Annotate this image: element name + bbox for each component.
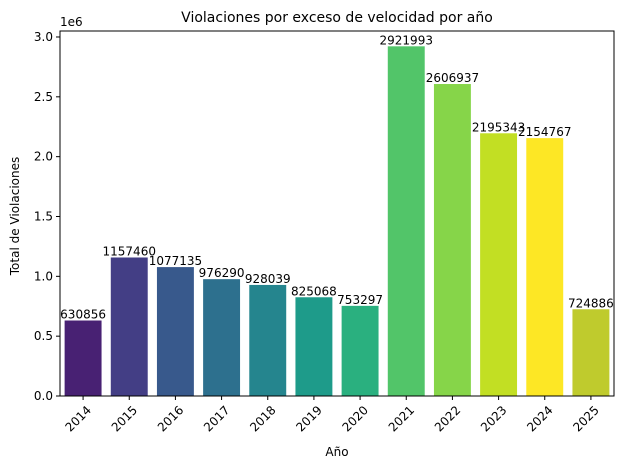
- chart-title: Violaciones por exceso de velocidad por …: [181, 10, 493, 26]
- bar-2017: [203, 279, 241, 396]
- x-tick-label-2024: 2024: [524, 403, 555, 434]
- x-tick-label-2019: 2019: [293, 403, 324, 434]
- bar-2025: [572, 309, 610, 396]
- plot-frame: [59, 30, 615, 397]
- data-label-2016: 1077135: [149, 254, 202, 268]
- x-tick-label-2021: 2021: [386, 403, 417, 434]
- y-tick-label-2.5: 2.5: [34, 90, 53, 104]
- y-tick-label-0.0: 0.0: [34, 389, 53, 403]
- y-scale-note: 1e6: [60, 15, 83, 29]
- bar-2024: [526, 138, 564, 396]
- data-label-2023: 2195343: [472, 120, 525, 134]
- data-label-2022: 2606937: [426, 71, 479, 85]
- bars-group: [64, 46, 610, 397]
- x-tick-label-2018: 2018: [247, 403, 278, 434]
- x-tick-label-2025: 2025: [570, 403, 601, 434]
- x-tick-label-2023: 2023: [478, 403, 509, 434]
- bar-2020: [341, 305, 379, 396]
- bar-2016: [156, 267, 194, 396]
- data-label-2019: 825068: [291, 284, 337, 298]
- bar-2014: [64, 320, 102, 396]
- x-tick-label-2016: 2016: [155, 403, 186, 434]
- data-label-2020: 753297: [337, 293, 383, 307]
- y-tick-label-1.0: 1.0: [34, 269, 53, 283]
- x-tick-label-2020: 2020: [340, 403, 371, 434]
- y-axis: 0.0 0.5 1.0 1.5 2.0 2.5 3.0: [34, 30, 60, 403]
- x-tick-label-2015: 2015: [109, 403, 140, 434]
- data-label-2021: 2921993: [380, 33, 433, 47]
- x-axis: 2014 2015 2016 2017 2018 2019 2020 2021 2022 2023…: [63, 396, 602, 435]
- bar-2021: [387, 46, 425, 396]
- data-label-2018: 928039: [245, 272, 291, 286]
- x-tick-label-2014: 2014: [63, 403, 94, 434]
- data-label-2014: 630856: [60, 308, 106, 322]
- x-tick-label-2017: 2017: [201, 403, 232, 434]
- y-tick-label-0.5: 0.5: [34, 329, 53, 343]
- x-axis-title: Año: [325, 445, 348, 459]
- y-tick-label-1.5: 1.5: [34, 209, 53, 223]
- bar-2022: [433, 84, 471, 397]
- data-label-2015: 1157460: [103, 244, 156, 258]
- bar-2023: [480, 133, 518, 396]
- bar-2018: [249, 284, 287, 396]
- y-tick-label-3.0: 3.0: [34, 30, 53, 44]
- bar-2019: [295, 297, 333, 396]
- y-axis-title: Total de Violaciones: [8, 157, 22, 276]
- bar-2015: [110, 257, 148, 396]
- data-label-2017: 976290: [199, 266, 245, 280]
- y-tick-label-2.0: 2.0: [34, 150, 53, 164]
- data-label-2025: 724886: [568, 296, 614, 310]
- x-tick-label-2022: 2022: [432, 403, 463, 434]
- data-label-2024: 2154767: [518, 125, 571, 139]
